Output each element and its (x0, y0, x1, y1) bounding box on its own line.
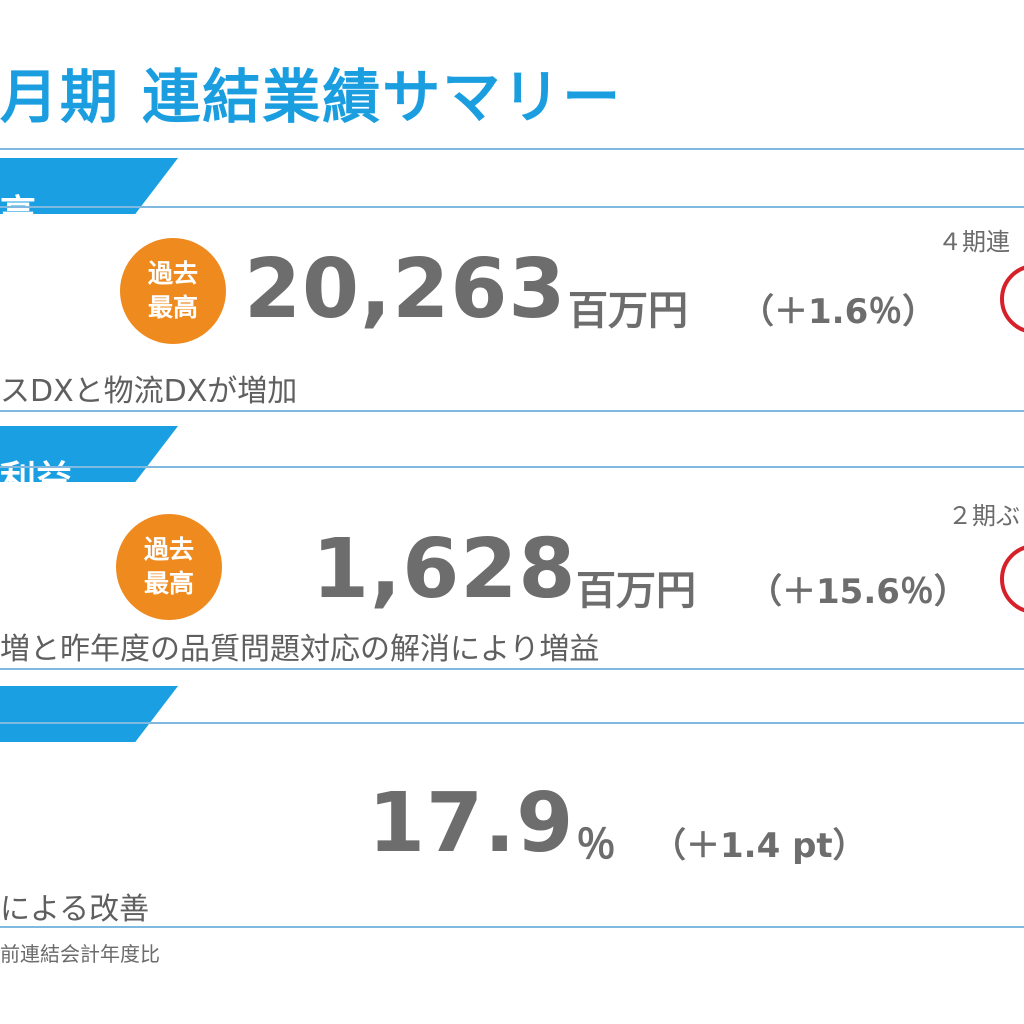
footnote: 前連結会計年度比 (0, 942, 160, 966)
streak-label: ４期連 (938, 228, 1010, 256)
section-tab-label: 利益 (0, 459, 73, 500)
page-title: 月期 連結業績サマリー (0, 63, 623, 131)
section-tab-margin (0, 686, 178, 742)
divider (0, 148, 1024, 150)
badge-label: 過去 最高 (147, 259, 198, 322)
growth-stamp-icon (1000, 544, 1024, 614)
record-high-badge: 過去 最高 (116, 514, 222, 620)
divider (0, 668, 1024, 670)
profit-change: （＋15.6％） (748, 572, 968, 612)
streak-label: ２期ぶ (948, 502, 1020, 530)
badge-label: 過去 最高 (143, 535, 194, 598)
divider (0, 466, 1024, 468)
margin-value: 17.9 (368, 776, 575, 871)
divider (0, 722, 1024, 724)
section-tab-label: 高 (0, 193, 37, 234)
sales-change: （＋1.6％） (740, 292, 937, 332)
divider (0, 410, 1024, 412)
sales-description: スDXと物流DXが増加 (0, 374, 298, 409)
sales-unit: 百万円 (568, 288, 688, 334)
divider (0, 206, 1024, 208)
record-high-badge: 過去 最高 (120, 238, 226, 344)
growth-stamp-icon (1000, 264, 1024, 334)
margin-unit: ％ (576, 822, 616, 868)
margin-change: （＋1.4 pt） (652, 826, 867, 866)
divider (0, 926, 1024, 928)
profit-unit: 百万円 (576, 568, 696, 614)
profit-value: 1,628 (312, 522, 577, 617)
margin-description: による改善 (0, 892, 150, 927)
sales-value: 20,263 (244, 242, 567, 337)
profit-description: 増と昨年度の品質問題対応の解消により増益 (0, 632, 600, 667)
